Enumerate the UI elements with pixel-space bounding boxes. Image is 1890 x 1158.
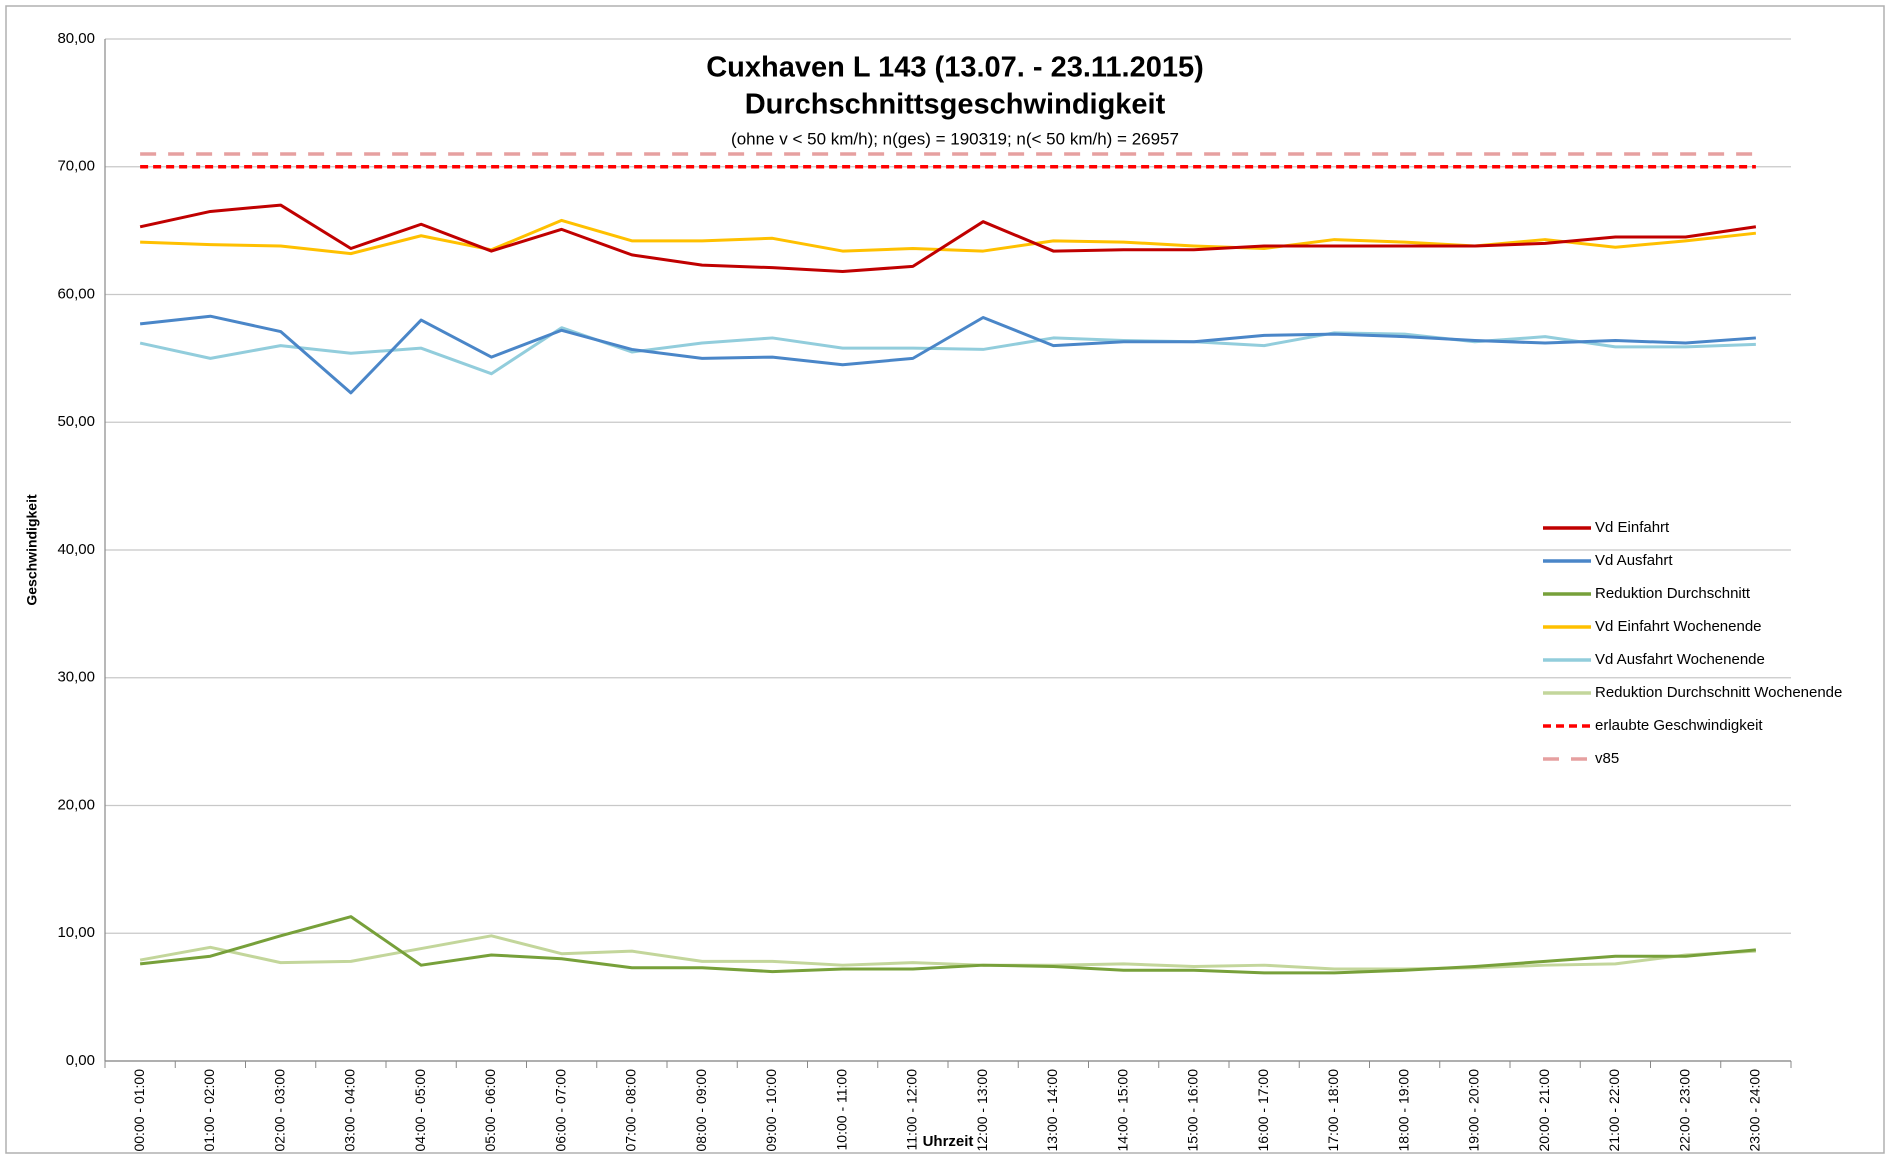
x-tick-label: 12:00 - 13:00: [974, 1069, 990, 1152]
legend-label: Vd Ausfahrt: [1595, 552, 1673, 569]
x-axis-label: Uhrzeit: [923, 1133, 974, 1150]
series-line: [139, 314, 1756, 395]
legend-label: Vd Einfahrt Wochenende: [1595, 618, 1762, 635]
chart-subtitle: Durchschnittsgeschwindigkeit: [745, 89, 1166, 121]
x-tick-label: 04:00 - 05:00: [412, 1069, 428, 1152]
x-tick-label: 01:00 - 02:00: [201, 1069, 217, 1152]
legend-label: Vd Ausfahrt Wochenende: [1595, 651, 1765, 668]
legend-label: Reduktion Durchschnitt: [1595, 585, 1751, 602]
x-tick-label: 07:00 - 08:00: [623, 1069, 639, 1152]
legend-label: Vd Einfahrt: [1595, 519, 1670, 536]
x-tick-label: 14:00 - 15:00: [1114, 1069, 1130, 1152]
x-tick-label: 15:00 - 16:00: [1185, 1069, 1201, 1152]
y-axis-label: Geschwindigkeit: [24, 494, 40, 606]
chart-border: [5, 5, 1885, 1154]
annotation: (ohne v < 50 km/h); n(ges) = 190319; n(<…: [731, 129, 1179, 148]
y-tick-label: 70,00: [57, 158, 95, 175]
x-tick-label: 03:00 - 04:00: [342, 1069, 358, 1152]
series-line: [139, 203, 1757, 274]
x-tick-label: 21:00 - 22:00: [1606, 1069, 1622, 1152]
x-tick-label: 10:00 - 11:00: [833, 1069, 849, 1151]
x-tick-label: 00:00 - 01:00: [131, 1069, 147, 1152]
y-tick-label: 20,00: [57, 796, 95, 813]
x-tick-label: 02:00 - 03:00: [271, 1069, 287, 1152]
legend-label: v85: [1595, 750, 1619, 767]
x-tick-label: 23:00 - 24:00: [1747, 1069, 1763, 1152]
x-tick-label: 06:00 - 07:00: [552, 1069, 568, 1152]
x-tick-label: 17:00 - 18:00: [1325, 1069, 1341, 1152]
x-tick-label: 08:00 - 09:00: [693, 1069, 709, 1152]
x-tick-label: 05:00 - 06:00: [482, 1069, 498, 1152]
y-tick-label: 40,00: [57, 541, 95, 558]
x-tick-label: 11:00 - 12:00: [904, 1069, 920, 1151]
series-line: [139, 915, 1757, 975]
legend-label: Reduktion Durchschnitt Wochenende: [1595, 684, 1842, 701]
x-tick-label: 13:00 - 14:00: [1044, 1069, 1060, 1152]
y-tick-label: 80,00: [57, 30, 95, 47]
x-tick-label: 20:00 - 21:00: [1536, 1069, 1552, 1152]
x-tick-label: 16:00 - 17:00: [1255, 1069, 1271, 1152]
y-tick-label: 10,00: [57, 924, 95, 941]
y-tick-label: 50,00: [57, 413, 95, 430]
series-line: [139, 934, 1756, 971]
y-tick-label: 60,00: [57, 285, 95, 302]
x-tick-label: 09:00 - 10:00: [763, 1069, 779, 1152]
x-tick-label: 22:00 - 23:00: [1676, 1069, 1692, 1152]
x-tick-label: 18:00 - 19:00: [1395, 1069, 1411, 1152]
legend-label: erlaubte Geschwindigkeit: [1595, 717, 1763, 734]
x-tick-label: 19:00 - 20:00: [1466, 1069, 1482, 1152]
chart-title: Cuxhaven L 143 (13.07. - 23.11.2015): [706, 52, 1204, 84]
y-tick-label: 30,00: [57, 669, 95, 686]
y-tick-label: 0,00: [66, 1052, 95, 1069]
